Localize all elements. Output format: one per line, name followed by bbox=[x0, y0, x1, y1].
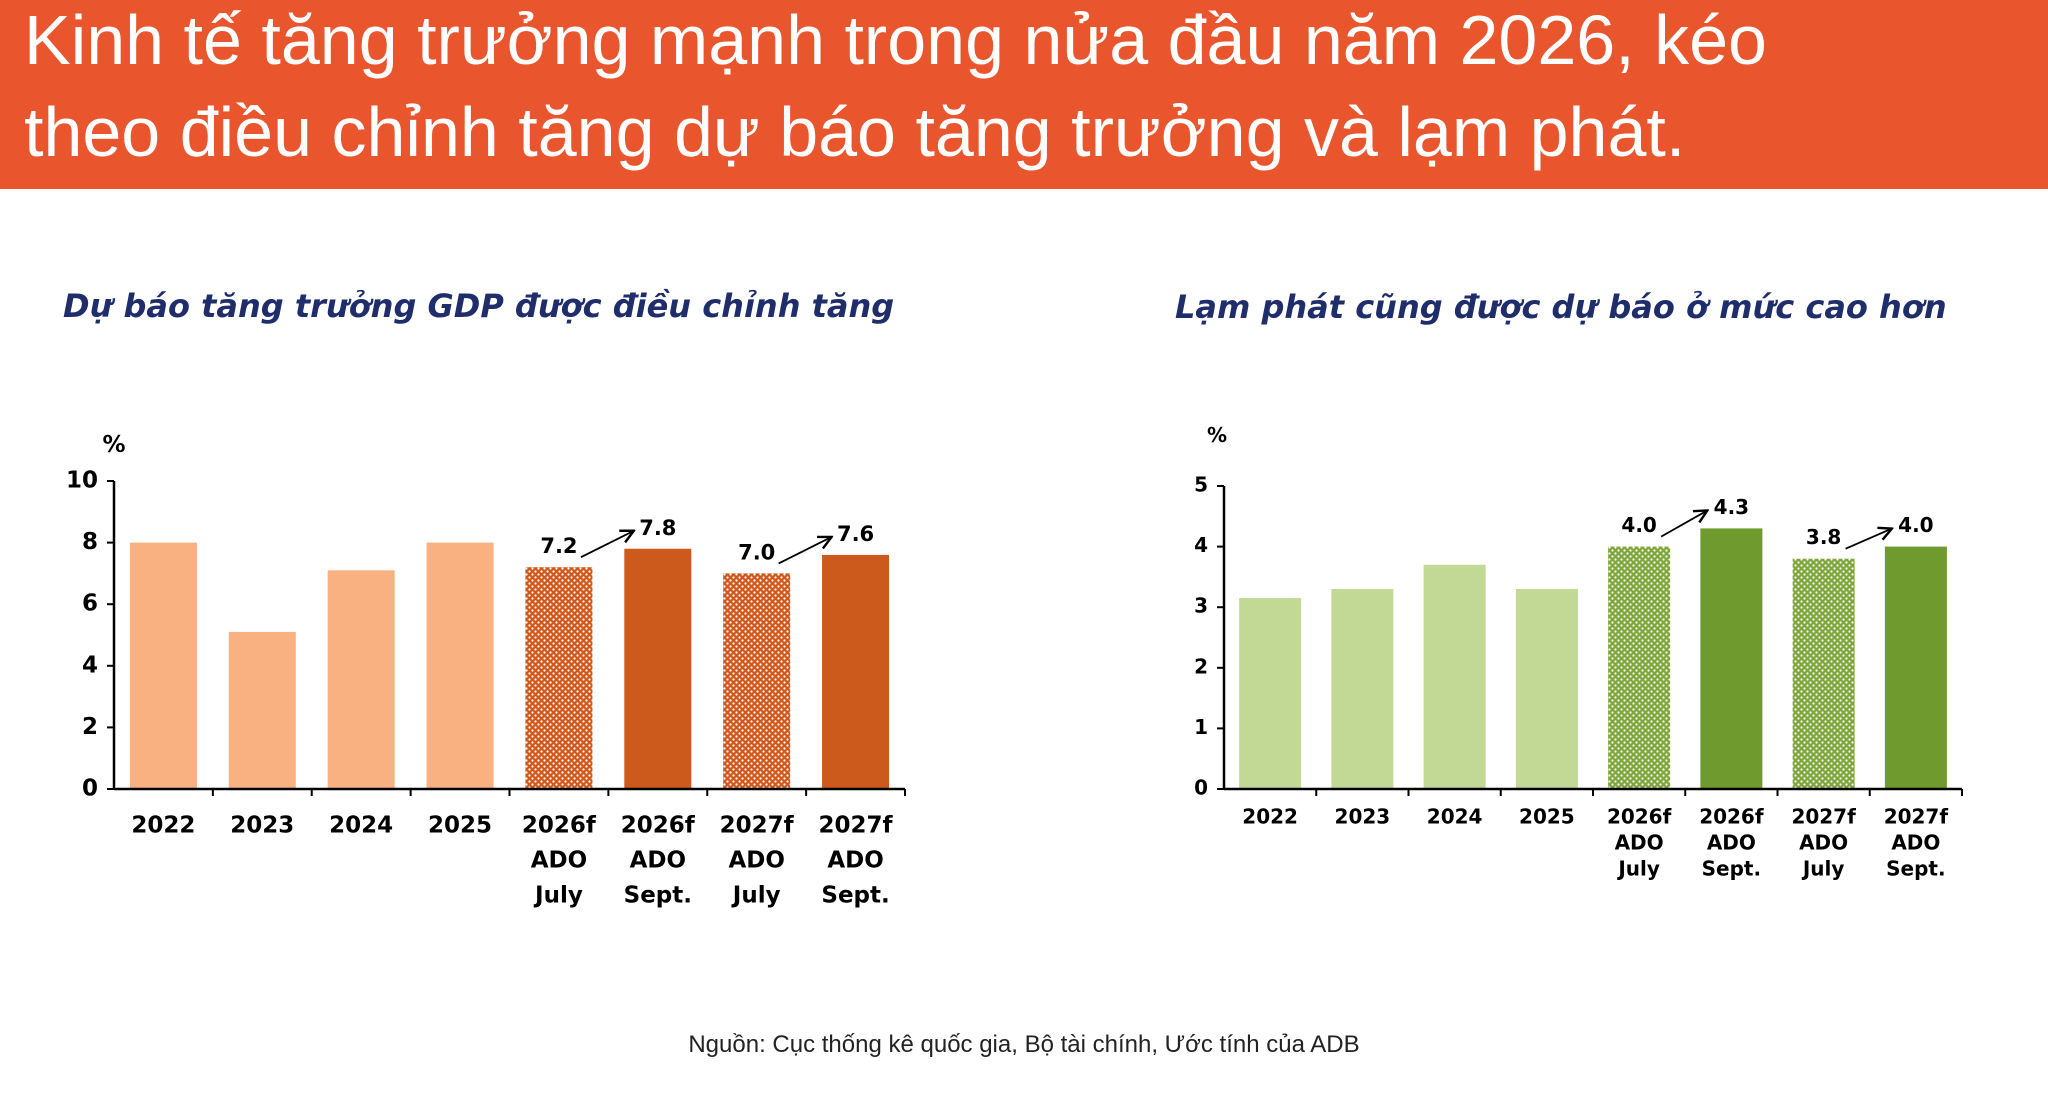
y-tick-label: 4 bbox=[82, 652, 98, 678]
bar bbox=[624, 548, 692, 789]
x-tick-label: ADO bbox=[1799, 831, 1848, 855]
x-tick-label: ADO bbox=[1707, 831, 1756, 855]
bar bbox=[723, 573, 791, 789]
header-title-line: Kinh tế tăng trưởng mạnh trong nửa đầu n… bbox=[24, 1, 1767, 79]
y-tick-label: 4 bbox=[1194, 533, 1208, 557]
value-label: 7.6 bbox=[837, 522, 874, 546]
bar bbox=[1423, 564, 1486, 789]
x-tick-label: 2022 bbox=[1242, 805, 1298, 829]
x-tick-label: July bbox=[731, 883, 781, 909]
x-tick-label: 2026f bbox=[621, 813, 696, 839]
x-tick-label: 2027f bbox=[1791, 805, 1856, 829]
x-tick-label: 2023 bbox=[1335, 805, 1391, 829]
header-band bbox=[0, 0, 2048, 189]
bar bbox=[1239, 598, 1302, 789]
x-tick-label: ADO bbox=[531, 848, 587, 874]
x-tick-label: 2022 bbox=[131, 813, 195, 839]
bar bbox=[228, 631, 296, 789]
x-tick-label: July bbox=[1616, 857, 1660, 881]
x-tick-label: 2027f bbox=[720, 813, 795, 839]
x-tick-label: 2027f bbox=[819, 813, 894, 839]
bar bbox=[1792, 558, 1855, 789]
x-tick-label: 2027f bbox=[1884, 805, 1949, 829]
x-tick-label: July bbox=[533, 883, 583, 909]
x-tick-label: 2025 bbox=[428, 813, 492, 839]
x-tick-label: 2025 bbox=[1519, 805, 1575, 829]
bar bbox=[1608, 546, 1671, 789]
value-label: 4.0 bbox=[1898, 513, 1933, 537]
x-tick-label: Sept. bbox=[624, 883, 692, 909]
y-tick-label: 1 bbox=[1194, 715, 1208, 739]
y-tick-label: 6 bbox=[82, 591, 98, 617]
y-tick-label: 0 bbox=[1194, 776, 1208, 800]
x-tick-label: 2023 bbox=[230, 813, 294, 839]
x-tick-label: ADO bbox=[630, 848, 686, 874]
x-tick-label: 2026f bbox=[1699, 805, 1764, 829]
bar bbox=[1884, 546, 1947, 789]
value-label: 7.0 bbox=[738, 540, 775, 564]
x-tick-label: ADO bbox=[827, 848, 883, 874]
revision-arrow bbox=[778, 537, 832, 565]
chart-title: Dự báo tăng trưởng GDP được điều chỉnh t… bbox=[63, 287, 894, 325]
x-tick-label: 2024 bbox=[1427, 805, 1483, 829]
bar bbox=[426, 542, 494, 789]
x-tick-label: 2026f bbox=[522, 813, 597, 839]
y-tick-label: 2 bbox=[1194, 654, 1208, 678]
y-tick-label: 5 bbox=[1194, 473, 1208, 497]
bar bbox=[1331, 589, 1394, 789]
x-tick-label: July bbox=[1801, 857, 1845, 881]
value-label: 7.2 bbox=[540, 534, 577, 558]
chart: Lạm phát cũng được dự báo ở mức cao hơn%… bbox=[1175, 288, 1963, 881]
y-tick-label: 3 bbox=[1194, 594, 1208, 618]
bar bbox=[822, 554, 890, 789]
y-tick-label: 10 bbox=[66, 468, 98, 494]
x-tick-label: ADO bbox=[1891, 831, 1940, 855]
chart: Dự báo tăng trưởng GDP được điều chỉnh t… bbox=[63, 287, 906, 909]
revision-arrow bbox=[580, 531, 634, 559]
bar bbox=[1700, 528, 1763, 789]
bar bbox=[129, 542, 197, 789]
value-label: 3.8 bbox=[1806, 525, 1841, 549]
bar bbox=[525, 567, 593, 789]
x-tick-label: Sept. bbox=[1702, 857, 1761, 881]
y-tick-label: 0 bbox=[82, 776, 98, 802]
x-tick-label: 2024 bbox=[329, 813, 393, 839]
value-label: 4.3 bbox=[1714, 495, 1749, 519]
y-unit: % bbox=[102, 432, 125, 458]
x-tick-label: Sept. bbox=[821, 883, 889, 909]
x-tick-label: 2026f bbox=[1607, 805, 1672, 829]
x-tick-label: ADO bbox=[728, 848, 784, 874]
revision-arrow bbox=[1660, 510, 1707, 538]
value-label: 4.0 bbox=[1621, 513, 1656, 537]
revision-arrow bbox=[1845, 529, 1892, 550]
y-unit: % bbox=[1207, 423, 1227, 447]
x-tick-label: Sept. bbox=[1886, 857, 1945, 881]
header-title-line: theo điều chỉnh tăng dự báo tăng trưởng … bbox=[24, 93, 1685, 171]
y-tick-label: 2 bbox=[82, 714, 98, 740]
x-tick-label: ADO bbox=[1615, 831, 1664, 855]
y-tick-label: 8 bbox=[82, 529, 98, 555]
bar bbox=[1515, 589, 1578, 789]
chart-title: Lạm phát cũng được dự báo ở mức cao hơn bbox=[1175, 288, 1947, 326]
value-label: 7.8 bbox=[639, 516, 676, 540]
source-note: Nguồn: Cục thống kê quốc gia, Bộ tài chí… bbox=[688, 1031, 1359, 1058]
bar bbox=[327, 570, 395, 789]
